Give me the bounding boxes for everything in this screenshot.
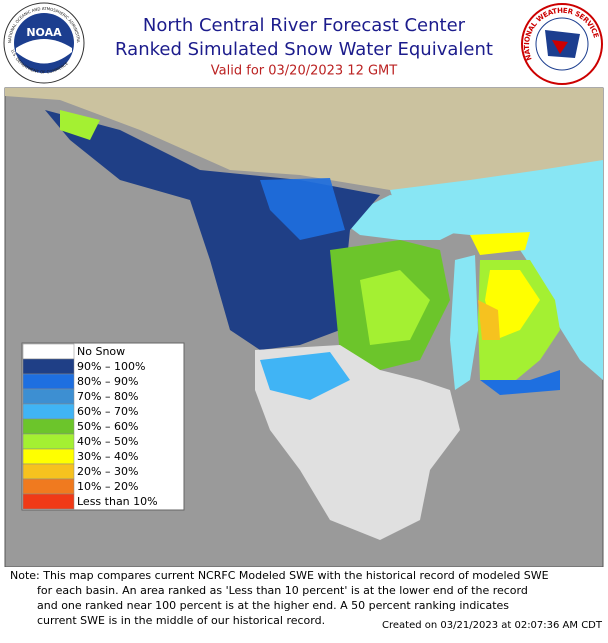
legend-label: 10% – 20% [77, 480, 138, 493]
legend-swatch [22, 418, 75, 435]
basins-60-70 [260, 352, 350, 400]
michigan-20-30 [478, 300, 500, 340]
legend-label: 80% – 90% [77, 375, 138, 388]
created-time: Created on 03/21/2023 at 02:07:36 AM CDT [382, 620, 603, 631]
lake-superior [340, 195, 470, 240]
legend-label: 30% – 40% [77, 450, 138, 463]
legend-swatch [22, 358, 75, 375]
legend-label: 70% – 80% [77, 390, 138, 403]
legend-swatch [22, 343, 75, 360]
legend-label: Less than 10% [77, 495, 158, 508]
legend-swatch [22, 463, 75, 480]
nw-40-50 [60, 110, 100, 140]
basins-80-90 [260, 178, 345, 240]
valid-time: Valid for 03/20/2023 12 GMT [211, 64, 397, 79]
subtitle: Ranked Simulated Snow Water Equivalent [115, 39, 493, 60]
title: North Central River Forecast Center [143, 15, 466, 36]
legend-swatch [22, 433, 75, 450]
legend: No Snow 90% – 100% 80% – 90% 70% – 80% 60% –… [21, 342, 185, 511]
legend-label: 20% – 30% [77, 465, 138, 478]
legend-swatch [22, 403, 75, 420]
legend-label: 60% – 70% [77, 405, 138, 418]
note-line: for each basin. An area ranked as 'Less … [37, 584, 528, 597]
nws-logo: NATIONAL WEATHER SERVICE [521, 3, 603, 85]
mi-80-90 [480, 370, 560, 395]
up-30-40 [470, 232, 530, 255]
basins-90-100 [45, 110, 380, 350]
lake-michigan [450, 255, 478, 390]
note: Note: This map compares current NCRFC Mo… [10, 569, 549, 627]
noaa-text: NOAA [26, 26, 62, 39]
legend-swatch [22, 478, 75, 495]
legend-swatch [22, 373, 75, 390]
footer [0, 567, 608, 643]
note-line: current SWE is in the middle of our hist… [37, 614, 325, 627]
note-line: Note: This map compares current NCRFC Mo… [10, 569, 549, 582]
basins-40-50 [360, 270, 430, 345]
legend-swatch [22, 493, 75, 510]
legend-swatch [22, 388, 75, 405]
legend-label: 50% – 60% [77, 420, 138, 433]
legend-swatch [22, 448, 75, 465]
legend-label: 90% – 100% [77, 360, 145, 373]
note-line: and one ranked near 100 percent is at th… [37, 599, 509, 612]
legend-label: No Snow [77, 345, 125, 358]
legend-label: 40% – 50% [77, 435, 138, 448]
